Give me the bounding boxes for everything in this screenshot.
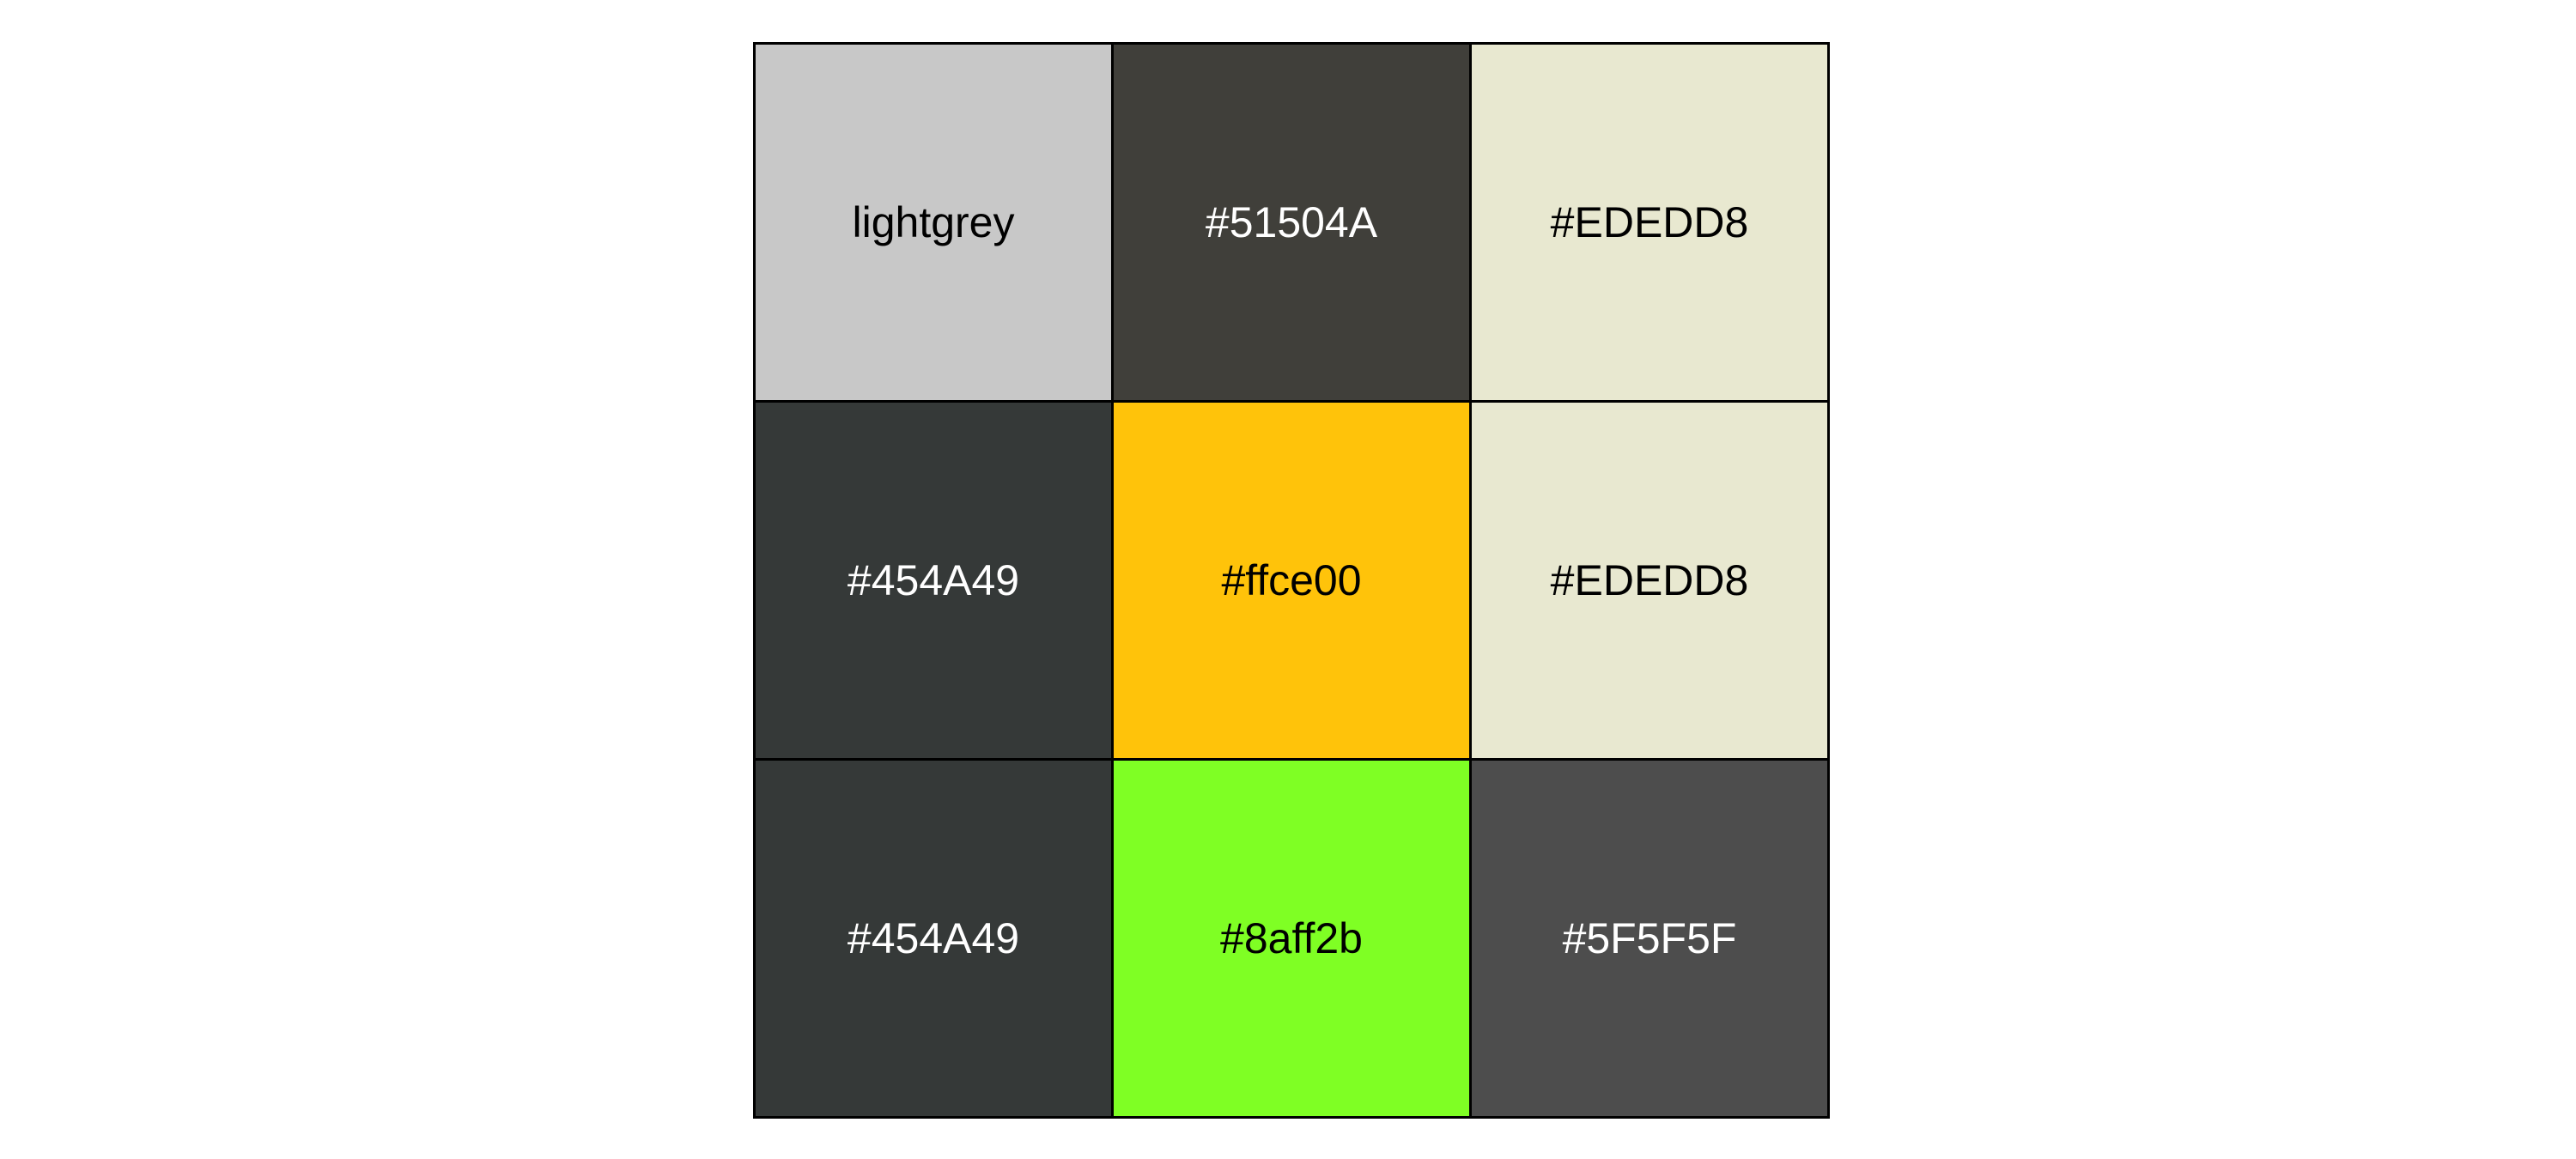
swatch-cell: lightgrey (756, 45, 1111, 400)
swatch-cell: #ffce00 (1114, 403, 1469, 758)
swatch-cell: #EDEDD8 (1472, 45, 1827, 400)
swatch-cell: #8aff2b (1114, 761, 1469, 1116)
swatch-cell: #5F5F5F (1472, 761, 1827, 1116)
color-swatch-grid: lightgrey #51504A #EDEDD8 #454A49 #ffce0… (753, 42, 1830, 1119)
swatch-cell: #51504A (1114, 45, 1469, 400)
swatch-cell: #EDEDD8 (1472, 403, 1827, 758)
swatch-cell: #454A49 (756, 761, 1111, 1116)
swatch-cell: #454A49 (756, 403, 1111, 758)
